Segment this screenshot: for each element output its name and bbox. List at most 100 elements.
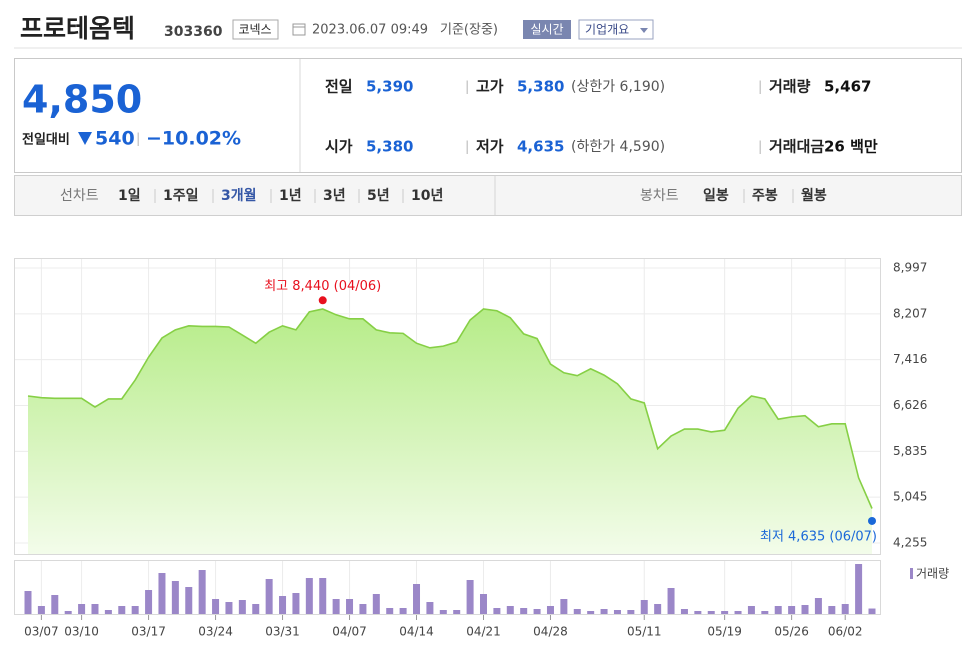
market-label: 코넥스 bbox=[238, 23, 271, 37]
datetime: 2023.06.07 09:49 bbox=[312, 23, 428, 38]
volume-bar bbox=[319, 578, 327, 614]
volume-bar bbox=[51, 595, 59, 614]
field-label: 거래대금 bbox=[769, 138, 824, 156]
volume-bar bbox=[372, 594, 380, 614]
volume-bar bbox=[707, 611, 715, 614]
y-tick-label: 5,045 bbox=[893, 490, 927, 504]
volume-bar bbox=[279, 596, 287, 614]
field-value: 4,635 bbox=[517, 138, 564, 156]
volume-bar bbox=[399, 608, 407, 614]
volume-bar bbox=[600, 609, 608, 614]
volume-bar bbox=[721, 611, 729, 614]
extreme-label: 최저 4,635 (06/07) bbox=[760, 529, 877, 544]
volume-bar bbox=[118, 606, 126, 614]
y-tick-label: 4,255 bbox=[893, 536, 927, 550]
volume-bar bbox=[64, 611, 72, 614]
legend-label: 거래량 bbox=[916, 567, 949, 581]
field-value: 5,390 bbox=[366, 78, 413, 96]
x-tick-label: 04/21 bbox=[466, 625, 501, 639]
price-line bbox=[27, 308, 873, 509]
volume-bar bbox=[212, 599, 220, 614]
y-tick-label: 6,626 bbox=[893, 398, 927, 412]
separator: | bbox=[136, 132, 140, 147]
extreme-marker bbox=[318, 296, 327, 305]
period-tab[interactable]: 1주일 bbox=[163, 188, 199, 204]
volume-bar bbox=[761, 611, 769, 614]
change-label: 전일대비 bbox=[22, 132, 70, 148]
period-tab[interactable]: 1년 bbox=[279, 188, 302, 204]
realtime-button[interactable] bbox=[523, 20, 571, 39]
field-label: 고가 bbox=[476, 78, 504, 96]
company-info-button[interactable] bbox=[578, 19, 654, 40]
volume-bar bbox=[828, 606, 836, 614]
separator: | bbox=[465, 140, 469, 155]
x-tick-label: 04/07 bbox=[332, 625, 367, 639]
y-tick-label: 5,835 bbox=[893, 444, 927, 458]
candle-chart-label: 봉차트 bbox=[640, 188, 679, 204]
volume-bar bbox=[734, 611, 742, 614]
volume-bar bbox=[694, 611, 702, 614]
volume-bar bbox=[747, 606, 755, 614]
volume-bar bbox=[533, 609, 541, 614]
period-tab[interactable]: 5년 bbox=[367, 188, 390, 204]
price-area bbox=[28, 309, 872, 554]
volume-bar bbox=[37, 606, 45, 614]
summary-box bbox=[14, 58, 962, 173]
volume-bar bbox=[225, 602, 233, 614]
volume-bar bbox=[573, 609, 581, 614]
change: 540 bbox=[95, 128, 135, 150]
field-note: (하한가 4,590) bbox=[571, 139, 665, 155]
period-tab[interactable]: 3개월 bbox=[221, 187, 257, 204]
volume-bar bbox=[359, 604, 367, 614]
volume-bar bbox=[292, 593, 300, 614]
x-tick-label: 05/26 bbox=[774, 625, 809, 639]
volume-bar bbox=[546, 606, 554, 614]
field-value: 26 백만 bbox=[824, 138, 878, 156]
separator: | bbox=[758, 140, 762, 155]
candle-tab[interactable]: 주봉 bbox=[752, 188, 778, 204]
volume-bar bbox=[386, 608, 394, 614]
period-tab[interactable]: 1일 bbox=[118, 188, 141, 204]
legend-swatch bbox=[910, 568, 913, 579]
volume-bar bbox=[654, 604, 662, 614]
volume-bar bbox=[171, 581, 179, 614]
x-tick-label: 03/10 bbox=[64, 625, 99, 639]
volume-bar bbox=[801, 605, 809, 614]
x-tick-label: 04/14 bbox=[399, 625, 434, 639]
tab-bar bbox=[14, 175, 962, 216]
volume-bar bbox=[305, 578, 313, 614]
x-tick-label: 03/07 bbox=[24, 625, 59, 639]
y-tick-label: 7,416 bbox=[893, 352, 927, 366]
period-tab[interactable]: 3년 bbox=[323, 188, 346, 204]
down-arrow bbox=[78, 132, 92, 145]
y-tick-label: 8,997 bbox=[893, 261, 927, 275]
period-tab[interactable]: 10년 bbox=[411, 188, 443, 204]
volume-bar bbox=[453, 610, 461, 614]
volume-bar bbox=[238, 600, 246, 614]
dropdown-arrow bbox=[640, 28, 648, 33]
separator: | bbox=[758, 80, 762, 95]
x-tick-label: 05/11 bbox=[627, 625, 662, 639]
candle-tab[interactable]: 일봉 bbox=[703, 188, 729, 204]
volume-bar bbox=[479, 594, 487, 614]
volume-bar bbox=[627, 610, 635, 614]
candle-tab[interactable]: 월봉 bbox=[801, 187, 827, 204]
stock-code: 303360 bbox=[164, 24, 223, 40]
volume-bar bbox=[613, 610, 621, 614]
basis: 기준(장중) bbox=[440, 23, 498, 38]
realtime-label[interactable]: 실시간 bbox=[530, 23, 563, 37]
field-note: (상한가 6,190) bbox=[571, 79, 665, 95]
field-label: 저가 bbox=[476, 138, 504, 156]
volume-bar bbox=[346, 599, 354, 614]
company-info-label[interactable]: 기업개요 bbox=[585, 23, 629, 37]
calendar-icon bbox=[292, 23, 306, 36]
volume-bar bbox=[158, 573, 166, 614]
volume-bar bbox=[332, 599, 340, 614]
volume-bar bbox=[185, 587, 193, 614]
volume-bar bbox=[252, 604, 260, 614]
y-tick-label: 8,207 bbox=[893, 306, 927, 320]
volume-bar bbox=[198, 570, 206, 614]
change-rate: −10.02% bbox=[146, 128, 241, 150]
volume-bar bbox=[841, 604, 849, 614]
volume-bar bbox=[426, 602, 434, 614]
